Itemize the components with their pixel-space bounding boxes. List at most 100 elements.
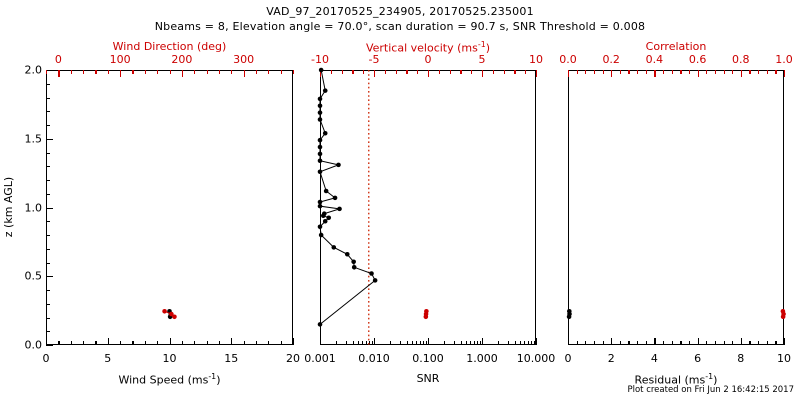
- axis-tick: [46, 317, 50, 319]
- data-point: [317, 203, 323, 209]
- data-point: [318, 67, 324, 73]
- axis-tick: [417, 70, 419, 74]
- axis-tick: [530, 341, 532, 345]
- data-point: [317, 322, 323, 327]
- axis-tick: [507, 341, 509, 345]
- series-vertical-velocity: [423, 309, 429, 320]
- axis-tick: [46, 303, 50, 305]
- data-point: [317, 137, 323, 143]
- axis-tick: [83, 70, 85, 74]
- data-point: [322, 218, 328, 224]
- axis-tick: [758, 70, 760, 74]
- data-point: [317, 110, 323, 115]
- axis-tick: [576, 341, 578, 345]
- axis-tick: [619, 341, 622, 345]
- axis-tick: [46, 262, 50, 264]
- axis-tick: [619, 70, 622, 74]
- y-tick-label: 0.5: [24, 269, 43, 283]
- axis-tick: [706, 341, 708, 345]
- top-axis-tick-label: 300: [233, 53, 255, 66]
- axis-tick: [749, 70, 751, 74]
- axis-tick: [46, 70, 53, 72]
- top-axis-tick-label: 10: [529, 53, 543, 66]
- axis-tick: [390, 341, 392, 345]
- data-point: [780, 314, 786, 320]
- axis-tick: [637, 341, 639, 345]
- top-axis-tick-label: 0: [54, 53, 62, 66]
- page-title: VAD_97_20170525_234905, 20170525.235001: [266, 5, 534, 18]
- top-axis-tick-label: 5: [478, 53, 486, 66]
- axis-tick: [688, 341, 691, 345]
- axis-tick: [181, 70, 184, 74]
- axis-tick: [320, 338, 322, 345]
- axis-tick: [194, 341, 196, 345]
- axis-tick: [218, 70, 221, 74]
- axis-tick: [568, 70, 570, 74]
- axis-tick: [46, 248, 50, 250]
- axis-tick: [453, 341, 455, 345]
- axis-tick: [46, 341, 48, 345]
- axis-tick: [425, 341, 427, 345]
- axis-tick: [628, 70, 630, 74]
- axis-tick: [784, 70, 786, 74]
- axis-tick: [533, 341, 535, 345]
- axis-tick: [428, 70, 430, 74]
- data-point: [566, 314, 572, 320]
- axis-tick: [536, 338, 538, 345]
- axis-tick: [714, 70, 717, 74]
- axis-tick: [723, 341, 725, 345]
- axis-tick: [784, 341, 786, 345]
- data-point: [344, 251, 350, 257]
- data-point: [337, 206, 342, 212]
- series-line: [319, 69, 376, 325]
- axis-tick: [749, 341, 751, 345]
- bottom-axis-tick-label: 2: [607, 352, 615, 365]
- data-point: [172, 314, 177, 320]
- axis-tick: [268, 70, 270, 74]
- axis-tick: [120, 341, 122, 345]
- axis-tick: [680, 341, 682, 345]
- data-point: [372, 278, 378, 283]
- axis-tick: [58, 70, 60, 74]
- axis-tick: [611, 341, 613, 345]
- axis-tick: [46, 125, 50, 127]
- panel-wind-speed-direction: [46, 70, 293, 345]
- top-axis-tick-label: 0.8: [732, 53, 750, 66]
- axis-tick: [345, 341, 347, 345]
- axis-tick: [611, 70, 613, 74]
- series-snr: [317, 67, 378, 327]
- panel-residual-correlation: [568, 70, 784, 345]
- axis-tick: [399, 341, 401, 345]
- axis-tick: [120, 70, 122, 74]
- axis-tick: [758, 341, 760, 345]
- axis-tick: [46, 83, 50, 85]
- bottom-axis-tick-label: 0: [42, 352, 50, 365]
- series-wind-direction: [162, 309, 177, 320]
- axis-tick: [46, 166, 50, 168]
- data-point: [332, 195, 338, 201]
- axis-tick: [231, 341, 233, 345]
- top-axis-tick-label: 100: [109, 53, 131, 66]
- axis-tick: [181, 341, 184, 345]
- data-point: [336, 162, 341, 168]
- axis-tick: [293, 70, 295, 74]
- axis-tick: [144, 341, 146, 345]
- axis-tick: [697, 70, 699, 74]
- bottom-axis-tick-label: 0.100: [412, 352, 444, 365]
- data-point: [323, 188, 329, 194]
- axis-tick: [406, 70, 408, 74]
- axis-tick: [46, 138, 53, 140]
- axis-tick: [460, 70, 462, 74]
- axis-tick: [628, 341, 630, 345]
- bottom-axis-tick-label: 1.000: [466, 352, 498, 365]
- bottom-axis-tick-label: 10: [162, 352, 177, 365]
- bottom-axis-tick-label: 10: [777, 352, 791, 365]
- wind-speed-axis-label: Wind Speed (ms-1): [118, 372, 221, 387]
- axis-tick: [654, 70, 656, 74]
- axis-tick: [514, 341, 516, 345]
- bottom-axis-tick-label: 6: [694, 352, 702, 365]
- data-point: [318, 232, 324, 238]
- plot-timestamp-footer: Plot created on Fri Jun 2 16:42:15 2017: [627, 385, 794, 395]
- axis-tick: [498, 341, 500, 345]
